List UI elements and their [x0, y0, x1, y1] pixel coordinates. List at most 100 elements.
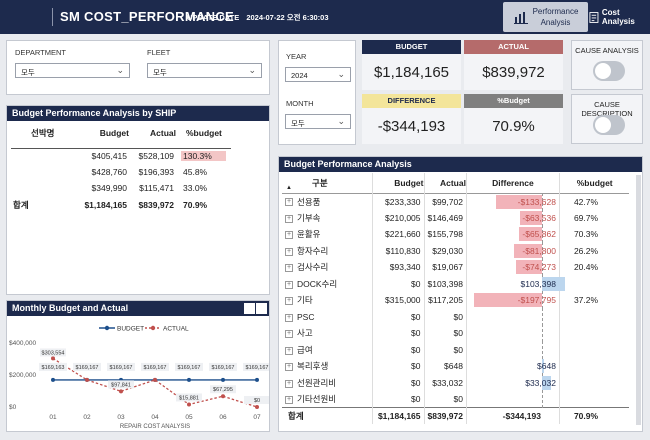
month-dropdown[interactable]: 모두 ⌄ — [285, 114, 351, 129]
category-name: 복리후생 — [297, 361, 329, 372]
fleet-dropdown[interactable]: 모두 ⌄ — [147, 63, 262, 78]
expand-icon[interactable]: + — [285, 297, 293, 305]
actual-cell: $0 — [423, 341, 467, 358]
budget-data-label: $169,167 — [76, 365, 99, 371]
y-tick-label: $0 — [9, 404, 17, 411]
kpi-budget-value: $1,184,165 — [373, 64, 450, 81]
table-row[interactable]: + 윤활유 $221,660 $155,798 -$65,862 70.3% — [282, 225, 630, 244]
analysis-total-row: 합계 $1,184,165 $839,972 -$344,193 70.9% — [282, 407, 630, 424]
actual-cell: $103,398 — [423, 275, 467, 292]
table-row[interactable]: + DOCK수리 $0 $103,398 $103,398 — [282, 274, 630, 293]
table-row[interactable]: + 복리후생 $0 $648 $648 — [282, 357, 630, 376]
col-pct: %budget — [186, 128, 222, 138]
expand-icon[interactable]: + — [285, 231, 293, 239]
actual-data-label: $303,554 — [42, 350, 65, 356]
expand-icon[interactable]: + — [285, 313, 293, 322]
kpi-budget-card: BUDGET $1,184,165 — [362, 40, 461, 90]
cause-analysis-toggle[interactable] — [593, 61, 625, 81]
cause-description-toggle[interactable] — [593, 115, 625, 135]
more-options-icon[interactable] — [256, 303, 267, 314]
vertical-scrollbar[interactable] — [636, 175, 641, 425]
table-row[interactable]: + 기타선원비 $0 $0 — [282, 390, 630, 408]
table-row[interactable]: + 선용품 $233,330 $99,702 -$133,628 42.7% — [282, 192, 630, 211]
table-row[interactable]: $349,990 $115,471 33.0% — [11, 180, 231, 196]
chart-icon — [513, 12, 528, 24]
department-dropdown[interactable]: 모두 ⌄ — [15, 63, 130, 78]
expand-icon[interactable]: + — [285, 198, 293, 207]
pct-cell: 70.3% — [558, 226, 630, 243]
page-title: SM COST_PERFORMANCE — [60, 9, 234, 24]
year-dropdown[interactable]: 2024 ⌄ — [285, 67, 351, 82]
budget-cell: $221,660 — [371, 226, 424, 243]
table-row[interactable]: + 급여 $0 $0 — [282, 340, 630, 359]
fleet-label: FLEET — [147, 48, 171, 57]
budget-data-label: $169,167 — [110, 365, 133, 371]
table-row[interactable]: + 기타 $315,000 $117,205 -$197,795 37.2% — [282, 291, 630, 310]
expand-icon[interactable]: + — [285, 214, 293, 223]
difference-bar — [516, 260, 542, 275]
zero-axis — [541, 340, 543, 359]
expand-icon[interactable]: + — [285, 379, 293, 388]
table-row[interactable]: + 사고 $0 $0 — [282, 324, 630, 343]
department-label: DEPARTMENT — [15, 48, 66, 57]
table-row[interactable]: + 항자수리 $110,830 $29,030 -$81,800 26.2% — [282, 241, 630, 260]
chevron-down-icon: ⌄ — [116, 65, 124, 75]
category-name: 사고 — [297, 328, 313, 339]
zero-axis — [541, 291, 543, 310]
table-row[interactable]: + 선원관리비 $0 $33,032 $33,032 — [282, 373, 630, 392]
expand-icon[interactable]: + — [285, 264, 293, 272]
budget-cell: $0 — [371, 308, 424, 325]
actual-cell: $146,469 — [423, 209, 467, 226]
expand-icon[interactable]: + — [285, 346, 293, 355]
ship-table-header-row: 선박명 Budget Actual %budget — [11, 124, 231, 142]
category-cell: + 기타 — [282, 292, 372, 309]
difference-cell — [465, 324, 560, 343]
expand-icon[interactable]: + — [285, 247, 293, 256]
col-difference: Difference — [465, 173, 560, 193]
budget-cell: $233,330 — [371, 193, 424, 210]
actual-label-bg — [108, 380, 134, 389]
expand-icon[interactable]: + — [285, 363, 293, 371]
nav-cost-analysis-button[interactable]: Cost Analysis — [589, 2, 649, 32]
actual-data-label: $15,881 — [179, 395, 199, 401]
col-budget: Budget — [99, 128, 129, 138]
difference-bar — [519, 227, 542, 242]
actual-cell: $33,032 — [423, 374, 467, 391]
difference-value: -$74,273 — [522, 262, 556, 273]
difference-cell — [465, 307, 560, 326]
total-pct: 70.9% — [183, 200, 208, 210]
budget-point — [221, 377, 225, 382]
difference-value: -$81,800 — [522, 245, 556, 256]
table-row[interactable]: $428,760 $196,393 45.8% — [11, 164, 231, 180]
difference-bar — [541, 375, 551, 390]
cause-analysis-toggle-panel: CAUSE ANALYSIS — [571, 40, 643, 90]
ship-budget-panel: Budget Performance Analysis by SHIP 선박명 … — [6, 105, 270, 295]
update-value: 2024-07-22 오전 6:30:03 — [246, 13, 329, 22]
budget-cell: $0 — [371, 358, 424, 375]
table-row[interactable]: $405,415 $528,109 130.3% — [11, 148, 231, 164]
x-tick-label: 02 — [83, 414, 91, 421]
difference-bar — [513, 243, 542, 258]
expand-icon[interactable]: + — [285, 280, 293, 289]
analysis-title: Budget Performance Analysis — [279, 157, 642, 172]
col-actual: Actual — [423, 173, 467, 193]
budget-data-label: $169,163 — [42, 365, 65, 371]
budget-data-label: $169,167 — [246, 365, 269, 371]
table-row[interactable]: + PSC $0 $0 — [282, 307, 630, 326]
pct-cell — [558, 391, 630, 408]
sort-icon[interactable]: ▲ — [286, 184, 292, 191]
difference-cell: -$81,800 — [465, 241, 560, 260]
table-row[interactable]: + 기부속 $210,005 $146,469 -$63,536 69.7% — [282, 208, 630, 227]
pct-cell — [558, 374, 630, 391]
pct-cell: 20.4% — [558, 259, 630, 276]
ship-name — [11, 148, 81, 164]
actual-cell: $99,702 — [423, 193, 467, 210]
expand-icon[interactable]: + — [285, 395, 293, 404]
category-name: 기타선원비 — [297, 394, 337, 404]
table-row[interactable]: + 검사수리 $93,340 $19,067 -$74,273 20.4% — [282, 258, 630, 277]
focus-mode-icon[interactable] — [244, 303, 255, 314]
expand-icon[interactable]: + — [285, 330, 293, 338]
year-month-slicers: YEAR 2024 ⌄ MONTH 모두 ⌄ — [278, 40, 356, 145]
budget-point — [187, 377, 191, 382]
nav-performance-analysis-button[interactable]: Performance Analysis — [503, 2, 588, 32]
